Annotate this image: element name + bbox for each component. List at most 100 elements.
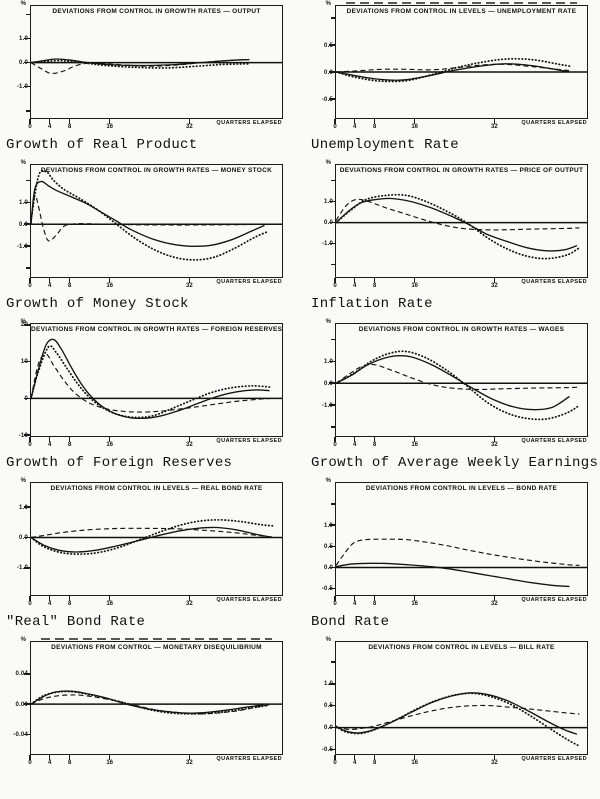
plot-box-wrap: DEVIATIONS FROM CONTROL IN GROWTH RATES … — [23, 5, 283, 132]
chart-cell-foreign-reserves: % 20100-10 DEVIATIONS FROM CONTROL IN GR… — [6, 319, 283, 482]
x-axis: QUARTERS ELAPSED 0 4 8 16 32 — [28, 119, 283, 132]
y-tick-label: 0.0 — [324, 381, 333, 387]
x-tick-label: 4 — [48, 760, 52, 766]
y-tick — [328, 98, 335, 100]
chart-canvas — [336, 57, 587, 83]
x-axis-title: QUARTERS ELAPSED — [216, 755, 282, 762]
chart-header: DEVIATIONS FROM CONTROL IN LEVELS — UNEM… — [346, 7, 577, 15]
plot-area: DEVIATIONS FROM CONTROL IN GROWTH RATES … — [23, 323, 283, 437]
x-tick-label: 32 — [186, 601, 193, 607]
x-tick — [49, 596, 51, 601]
y-tick — [328, 44, 335, 46]
y-tick-label: 1.0 — [324, 523, 333, 529]
y-tick — [328, 726, 335, 729]
plot-area: DEVIATIONS FROM CONTROL IN LEVELS — BOND… — [328, 482, 588, 596]
y-axis-unit-label: % — [325, 1, 331, 7]
y-tick — [328, 242, 335, 245]
y-tick — [328, 587, 335, 590]
x-tick — [354, 119, 356, 124]
x-tick — [374, 596, 376, 601]
y-tick — [328, 704, 335, 707]
y-tick — [328, 545, 335, 548]
x-tick-label: 8 — [68, 760, 72, 766]
x-tick-label: 16 — [106, 601, 114, 607]
plot-row: % 1.0 0.5 0.0 -0.5 DEVIATIONS FROM CONTROL … — [311, 478, 588, 609]
x-axis-title: QUARTERS ELAPSED — [216, 596, 282, 603]
y-tick — [23, 360, 30, 363]
series-solid-line — [336, 63, 570, 81]
y-axis-labels: % 0.5 0.0 -0.5 — [311, 1, 335, 121]
y-tick — [328, 382, 335, 385]
y-axis-unit-label: % — [325, 478, 331, 484]
series-dashed-line — [31, 59, 250, 75]
y-tick-label: 0.5 — [324, 544, 333, 550]
chart-caption: "Real" Bond Rate — [6, 614, 146, 630]
x-tick — [188, 596, 191, 601]
x-axis-title: QUARTERS ELAPSED — [216, 278, 282, 285]
x-tick-label: 32 — [491, 442, 498, 448]
chart-caption: Growth of Money Stock — [6, 296, 189, 312]
chart-cell-inflation: % 1.0 0.0 -1.0 DEVIATIONS FROM CONTROL IN … — [311, 160, 588, 323]
y-tick-label: 0.0 — [19, 222, 28, 228]
x-tick-label: 8 — [373, 124, 377, 130]
y-tick — [23, 566, 30, 569]
y-axis-unit-label: % — [20, 1, 26, 7]
plot-area: DEVIATIONS FROM CONTROL IN GROWTH RATES … — [23, 5, 283, 119]
y-tick — [23, 434, 30, 437]
x-tick-label: 32 — [186, 760, 193, 766]
series-dashed-line — [336, 363, 580, 391]
x-tick-label: 32 — [186, 442, 193, 448]
y-axis-labels: % 1.0 0.0 -1.0 — [6, 478, 30, 598]
plot-row: % 0.04 0.00 -0.04 DEVIATIONS FROM CONTROL … — [6, 637, 283, 768]
series-dotted-line — [31, 169, 268, 261]
x-tick — [493, 437, 496, 442]
y-tick — [23, 397, 30, 400]
y-tick-label: 0.00 — [15, 701, 28, 708]
y-tick-label: 0.5 — [324, 703, 333, 709]
x-tick — [354, 437, 356, 442]
plot-area: DEVIATIONS FROM CONTROL IN GROWTH RATES … — [23, 164, 283, 278]
scan-artifact — [41, 638, 272, 640]
y-minor-tick — [330, 503, 335, 505]
x-tick — [334, 119, 336, 124]
x-axis: QUARTERS ELAPSED 0 4 8 16 32 — [28, 437, 283, 450]
x-axis: QUARTERS ELAPSED 0 4 8 16 32 — [333, 278, 588, 291]
plot-row: % 1.0 0.0 -1.0 DEVIATIONS FROM CONTROL IN … — [311, 160, 588, 291]
y-tick — [23, 37, 30, 40]
y-axis-unit-label: % — [20, 637, 26, 643]
y-tick-label: -1.0 — [16, 84, 28, 91]
x-tick-label: 0 — [333, 601, 337, 607]
series-dotted-line — [31, 690, 268, 715]
chart-canvas — [31, 338, 282, 420]
y-tick-label: 1.0 — [324, 199, 333, 205]
x-tick-label: 4 — [353, 601, 357, 607]
x-tick-label: 8 — [68, 124, 72, 130]
y-tick — [23, 733, 30, 736]
chart-cell-money-stock: % 1.0 0.0 -1.0 DEVIATIONS FROM CONTROL IN … — [6, 160, 283, 323]
plot-row: % 1.0 0.5 0.0 -0.5 DEVIATIONS FROM CONTROL … — [311, 637, 588, 768]
plot-row: % 1.0 0.0 -1.0 DEVIATIONS FROM CONTROL IN … — [6, 160, 283, 291]
chart-canvas — [31, 58, 282, 75]
chart-header: DEVIATIONS FROM CONTROL IN LEVELS — REAL… — [50, 484, 263, 492]
x-tick-label: 32 — [491, 124, 498, 130]
x-tick — [354, 596, 356, 601]
y-minor-tick — [330, 426, 335, 428]
y-tick — [23, 323, 30, 326]
chart-caption: Growth of Foreign Reserves — [6, 455, 233, 471]
y-tick-label: 1.0 — [324, 359, 333, 365]
x-tick — [334, 278, 336, 283]
chart-header: DEVIATIONS FROM CONTROL IN GROWTH RATES … — [40, 166, 273, 174]
y-tick-label: -0.5 — [321, 586, 333, 593]
x-tick-label: 8 — [373, 283, 377, 289]
x-tick-label: 0 — [333, 442, 337, 448]
x-tick-label: 16 — [106, 760, 114, 766]
y-minor-tick — [330, 660, 335, 663]
plot-box-wrap: DEVIATIONS FROM CONTROL IN GROWTH RATES … — [23, 164, 283, 291]
y-axis-labels: % 1.0 0.0 -1.0 — [6, 160, 30, 280]
x-tick — [108, 119, 111, 124]
y-tick-label: -1.0 — [321, 402, 333, 409]
x-tick — [413, 437, 416, 442]
x-tick-label: 16 — [106, 442, 114, 448]
x-tick-label: 0 — [28, 760, 32, 766]
